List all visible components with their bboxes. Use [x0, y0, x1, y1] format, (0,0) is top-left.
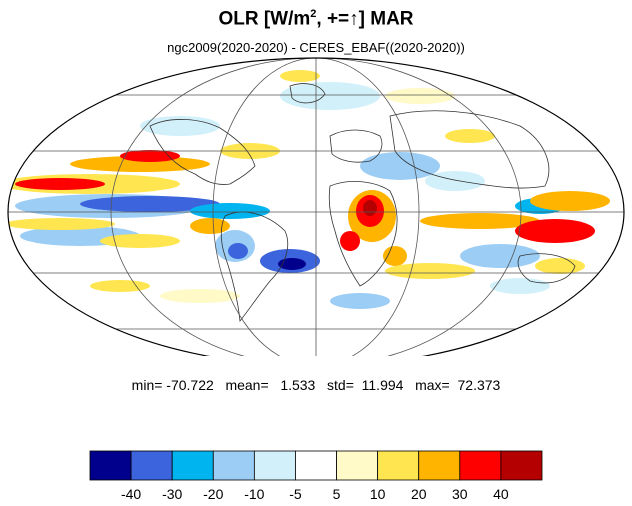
- coastlines: [149, 83, 576, 323]
- colorbar-box: [253, 450, 296, 481]
- colorbar-box: [295, 450, 337, 481]
- figure-subtitle: ngc2009(2020-2020) - CERES_EBAF((2020-20…: [167, 40, 465, 55]
- colorbar-label: 10: [370, 486, 386, 500]
- colorbar-label: 40: [493, 486, 509, 500]
- colorbar-label: 5: [333, 486, 341, 500]
- anomaly-field: [8, 70, 610, 309]
- colorbar-label: -30: [162, 486, 182, 500]
- colorbar-box: [418, 450, 461, 481]
- colorbar-box: [377, 450, 420, 481]
- colorbar-box: [459, 450, 502, 481]
- colorbar-boxes: [89, 450, 543, 481]
- colorbar-box: [130, 450, 173, 481]
- colorbar-label: -20: [203, 486, 223, 500]
- colorbar-labels: -40 -30 -20 -10 -5 5 10 20 30 40: [121, 486, 509, 500]
- colorbar-box: [500, 450, 543, 481]
- world-map: [7, 57, 625, 356]
- figure-title: OLR [W/m2, +=↑] MAR: [218, 8, 414, 30]
- colorbar-label: -5: [289, 486, 302, 500]
- colorbar: -40 -30 -20 -10 -5 5 10 20 30 40: [89, 450, 543, 500]
- colorbar-box: [171, 450, 214, 481]
- colorbar-box: [89, 450, 132, 481]
- colorbar-label: -40: [121, 486, 141, 500]
- colorbar-box: [336, 450, 379, 481]
- colorbar-label: 30: [452, 486, 468, 500]
- statistics-line: min= -70.722 mean= 1.533 std= 11.994 max…: [131, 377, 501, 393]
- colorbar-box: [212, 450, 255, 481]
- colorbar-label: -10: [244, 486, 264, 500]
- colorbar-label: 20: [411, 486, 427, 500]
- map-border: [7, 57, 625, 356]
